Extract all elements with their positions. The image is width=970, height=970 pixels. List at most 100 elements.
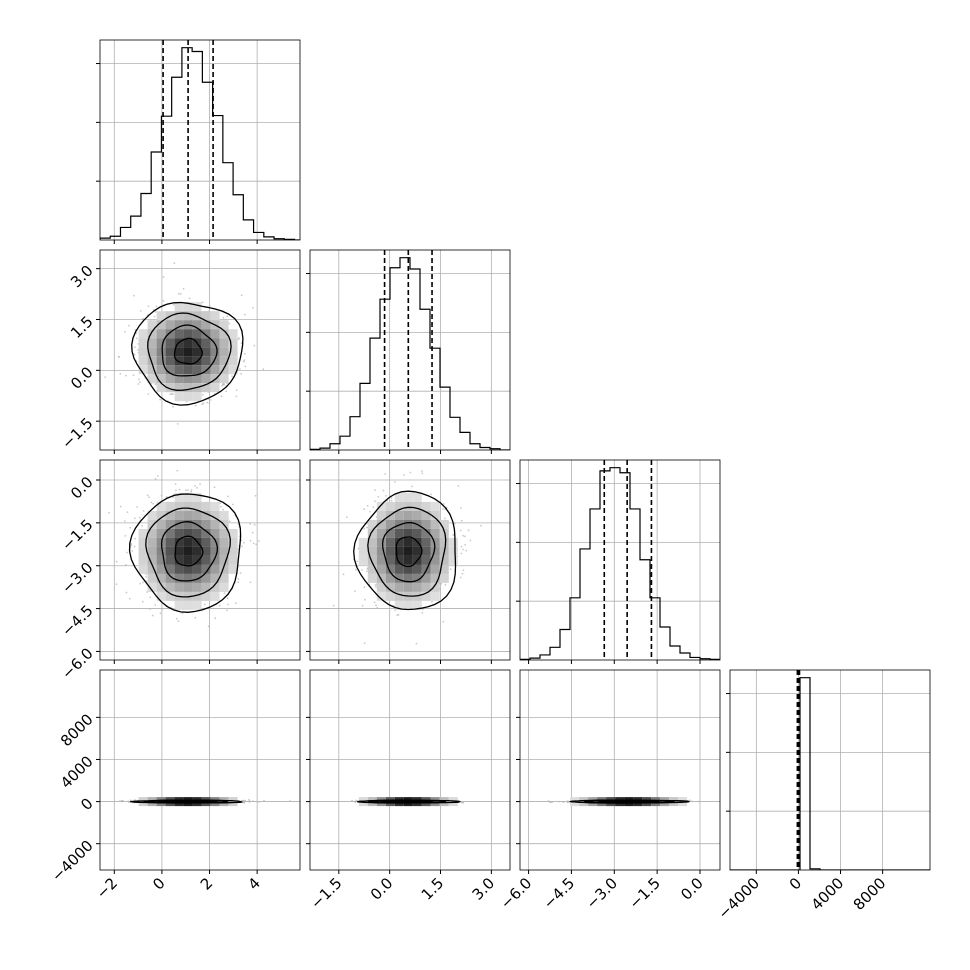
scatter-point: [373, 601, 376, 604]
scatter-point: [469, 539, 472, 542]
hist-panel-2: [516, 459, 721, 661]
scatter-point: [160, 494, 163, 497]
hist-panel-1: [306, 249, 511, 451]
scatter-point: [384, 473, 386, 475]
density-cell: [174, 492, 184, 502]
scatter-point: [289, 800, 291, 802]
density-cell: [156, 356, 166, 366]
density-cell: [165, 573, 175, 583]
scatter-point: [226, 495, 229, 498]
density-cell: [412, 591, 422, 601]
density-cell: [147, 365, 157, 375]
density-panel-0-3: [96, 669, 301, 874]
scatter-point: [207, 625, 210, 628]
scatter-point: [366, 504, 369, 507]
density-cell: [201, 519, 211, 529]
density-cell: [156, 591, 166, 601]
density-cell: [385, 573, 395, 583]
density-cell: [394, 546, 404, 556]
density-frame: [99, 459, 301, 661]
scatter-point: [460, 519, 463, 522]
density-cell: [174, 347, 184, 357]
density-cell: [147, 329, 157, 339]
scatter-point: [128, 597, 131, 600]
density-cell: [174, 600, 184, 610]
density-cell: [421, 510, 431, 520]
scatter-point: [258, 801, 260, 803]
scatter-point: [376, 606, 379, 609]
density-cell: [192, 546, 202, 556]
scatter-point: [208, 305, 211, 307]
density-cell: [183, 311, 193, 321]
scatter-point: [175, 617, 178, 620]
density-cell: [192, 591, 202, 601]
contour-3: [353, 490, 457, 611]
scatter-point: [243, 541, 245, 544]
scatter-point: [182, 287, 185, 290]
scatter-point: [151, 614, 154, 617]
density-cell: [421, 528, 431, 538]
contour-1: [381, 521, 436, 583]
scatter-point: [155, 305, 158, 308]
density-cell: [147, 537, 157, 547]
density-cell: [210, 591, 220, 601]
scatter-point: [342, 573, 345, 576]
density-cell: [138, 546, 148, 556]
density-cell: [376, 564, 386, 574]
scatter-point: [254, 494, 257, 497]
hist-step-0: [100, 47, 300, 240]
scatter-point: [184, 489, 187, 492]
scatter-point: [137, 383, 140, 385]
density-cell: [376, 582, 386, 592]
density-cell: [183, 519, 193, 529]
density-cell: [367, 528, 377, 538]
density-cell: [403, 573, 413, 583]
density-cell: [147, 356, 157, 366]
density-cell: [183, 302, 193, 312]
scatter-point: [174, 483, 177, 485]
scatter-point: [249, 581, 252, 584]
density-cell: [183, 329, 193, 339]
scatter-point: [139, 516, 141, 519]
density-cell: [228, 365, 238, 375]
density-cell: [183, 392, 193, 402]
scatter-point: [393, 481, 396, 483]
scatter-point: [257, 540, 260, 542]
density-cell: [385, 519, 395, 529]
density-cell: [201, 573, 211, 583]
scatter-point: [133, 353, 136, 356]
scatter-point: [415, 642, 418, 645]
scatter-point: [430, 493, 432, 496]
density-cell: [403, 546, 413, 556]
contour-3: [131, 301, 244, 406]
scatter-point: [345, 516, 348, 519]
density-cell: [138, 338, 148, 348]
hist-frame: [309, 249, 511, 451]
scatter-point: [235, 389, 238, 391]
scatter-point: [124, 374, 127, 377]
scatter-point: [159, 398, 162, 401]
density-cell: [201, 501, 211, 511]
density-cell: [367, 546, 377, 556]
density-cell: [219, 329, 229, 339]
scatter-point: [460, 552, 463, 555]
scatter-point: [129, 799, 132, 802]
scatter-point: [176, 423, 179, 425]
density-cell: [183, 365, 193, 375]
density-cell: [165, 365, 175, 375]
density-cell: [430, 537, 440, 547]
scatter-point: [226, 597, 229, 600]
density-cell: [147, 510, 157, 520]
density-cell: [165, 374, 175, 384]
density-cell: [412, 600, 422, 610]
scatter-point: [227, 603, 229, 606]
scatter-point: [142, 510, 145, 512]
scatter-point: [460, 545, 463, 548]
density-cell: [430, 555, 440, 565]
density-cell: [192, 311, 202, 321]
density-cell: [156, 374, 166, 384]
scatter-point: [237, 581, 240, 584]
density-content: [100, 670, 300, 870]
scatter-point: [421, 611, 424, 614]
scatter-point: [161, 608, 164, 610]
